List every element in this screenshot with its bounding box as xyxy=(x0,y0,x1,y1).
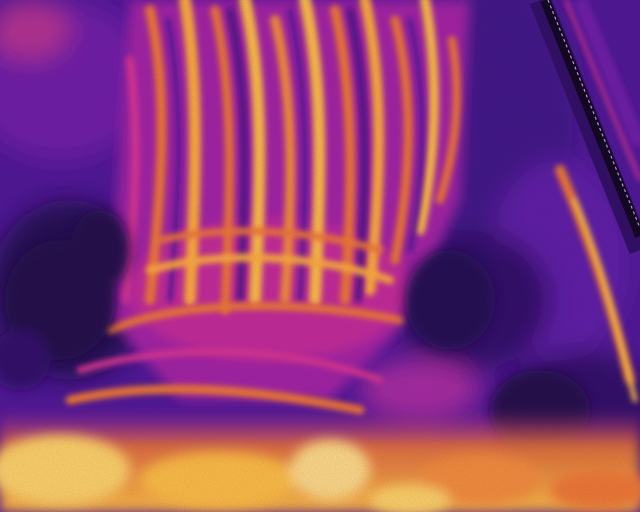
grain-overlay xyxy=(0,0,640,512)
thermal-image xyxy=(0,0,640,512)
thermal-scene xyxy=(0,0,640,512)
